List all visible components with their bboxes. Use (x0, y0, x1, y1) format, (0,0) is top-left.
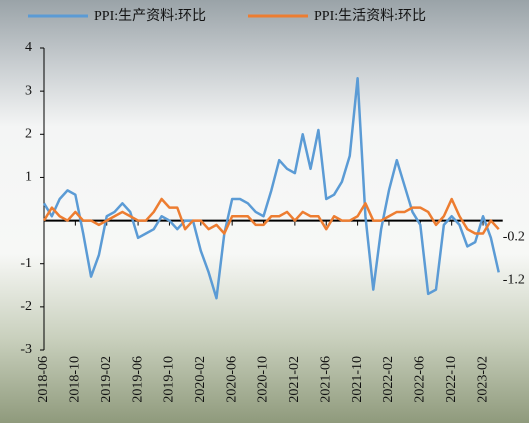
x-tick-label: 2019-10 (162, 356, 177, 403)
x-tick-label: 2018-10 (68, 356, 83, 403)
legend-label: PPI:生产资料:环比 (94, 8, 206, 24)
y-tick-label: -2 (20, 299, 32, 314)
x-tick-label: 2021-06 (318, 356, 333, 403)
x-tick-label: 2018-06 (36, 356, 51, 403)
end-label: -1.2 (503, 273, 525, 288)
x-tick-label: 2022-06 (413, 356, 428, 403)
end-label: -0.2 (503, 229, 525, 244)
series-line (42, 197, 500, 235)
legend-label: PPI:生活资料:环比 (314, 8, 426, 24)
x-tick-label: 2023-02 (475, 356, 490, 403)
y-tick-label: 3 (25, 83, 32, 98)
x-tick-label: 2020-02 (193, 356, 208, 403)
x-tick-label: 2020-10 (256, 356, 271, 403)
x-tick-label: 2022-02 (381, 356, 396, 403)
x-tick-label: 2019-06 (130, 356, 145, 403)
series-line (42, 76, 500, 300)
x-tick-label: 2022-10 (444, 356, 459, 403)
y-tick-label: -3 (20, 342, 32, 357)
x-tick-label: 2021-02 (287, 356, 302, 403)
x-tick-label: 2019-02 (99, 356, 114, 403)
x-tick-label: 2021-10 (350, 356, 365, 403)
y-tick-label: 1 (25, 170, 32, 185)
y-tick-label: 2 (25, 127, 32, 142)
x-tick-label: 2020-06 (224, 356, 239, 403)
y-tick-label: -1 (20, 256, 32, 271)
y-tick-label: 4 (25, 40, 32, 55)
